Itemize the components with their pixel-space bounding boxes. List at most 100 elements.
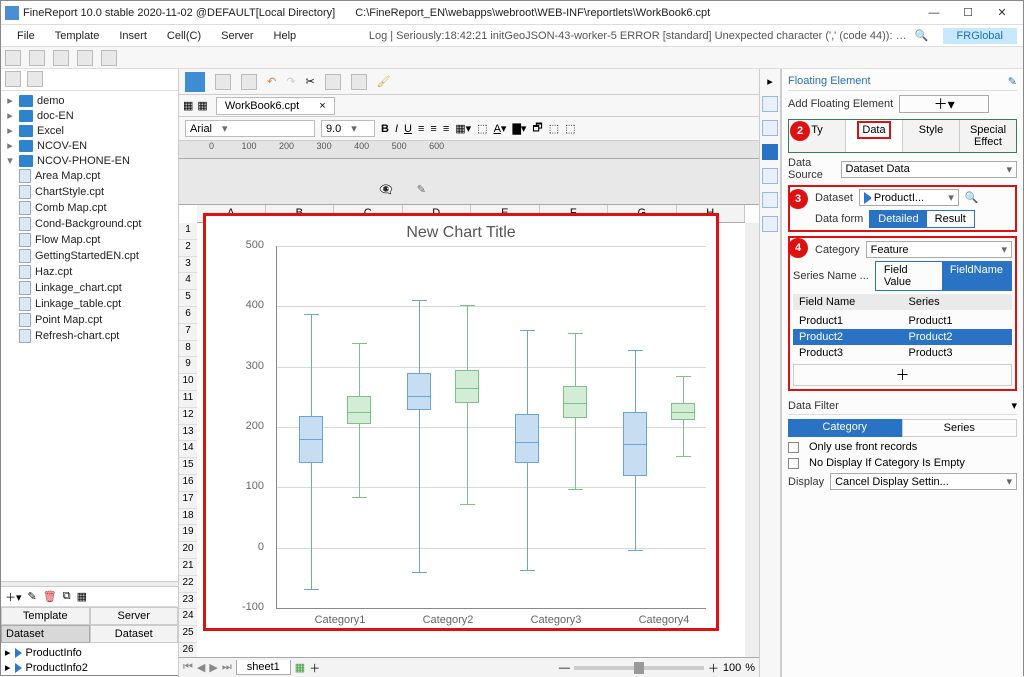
series-row[interactable]: Product3Product3	[793, 345, 1012, 361]
maximize-button[interactable]: ☐	[951, 2, 985, 24]
copy-ds-icon[interactable]: ⧉	[63, 590, 71, 603]
tree-item[interactable]: Point Map.cpt	[1, 312, 178, 328]
tree-item[interactable]: ▸Excel	[1, 123, 178, 138]
tree-item[interactable]: GettingStartedEN.cpt	[1, 248, 178, 264]
tab-close-icon[interactable]: ×	[319, 100, 325, 112]
sheet-tab[interactable]: sheet1	[236, 660, 291, 675]
align-left-icon[interactable]: ≡	[418, 123, 424, 135]
close-button[interactable]: ✕	[985, 2, 1019, 24]
tree-item[interactable]: Haz.cpt	[1, 264, 178, 280]
tab-effect[interactable]: Special Effect	[960, 120, 1016, 152]
tab-icon-1[interactable]: ▦	[183, 99, 193, 112]
undo-icon[interactable]: ↶	[267, 75, 276, 88]
rail-collapse-icon[interactable]: ▸	[767, 75, 773, 88]
sheet-nav-prev[interactable]: ◀	[197, 661, 205, 674]
copy-icon[interactable]	[77, 50, 93, 66]
menu-insert[interactable]: Insert	[109, 28, 157, 44]
sheet-view-icon[interactable]: ▦	[295, 661, 305, 674]
zoom-slider[interactable]	[574, 666, 704, 670]
saveas-icon[interactable]	[241, 74, 257, 90]
sheet-add-icon[interactable]: ＋	[309, 660, 320, 676]
chip-detailed[interactable]: Detailed	[870, 211, 926, 227]
frglobal-button[interactable]: FRGlobal	[943, 28, 1017, 44]
dataset-item[interactable]: ▸ProductInfo2	[1, 660, 178, 675]
redo-icon[interactable]: ↷	[286, 75, 295, 88]
float-icon[interactable]: ⬚	[549, 122, 559, 135]
zoom-out-icon[interactable]: —	[559, 662, 570, 674]
save-icon-2[interactable]	[215, 74, 231, 90]
minimize-button[interactable]: —	[917, 2, 951, 24]
tab-data[interactable]: Data	[846, 120, 903, 152]
rail-cond-icon[interactable]	[762, 192, 778, 208]
tree-item[interactable]: Flow Map.cpt	[1, 232, 178, 248]
cut-icon[interactable]: ✂	[305, 75, 314, 88]
font-color-icon[interactable]: A▾	[494, 122, 507, 135]
tree-item[interactable]: Refresh-chart.cpt	[1, 328, 178, 344]
add-ds-icon[interactable]: ＋▾	[5, 589, 22, 605]
merge-icon[interactable]: ⬚	[477, 122, 487, 135]
add-series-row[interactable]: ＋	[793, 364, 1012, 386]
row-header[interactable]: 1234567891011121314151617181920212223242…	[179, 223, 197, 657]
menu-server[interactable]: Server	[211, 28, 263, 44]
tree-item[interactable]: Cond-Background.cpt	[1, 216, 178, 232]
tree-item[interactable]: ▸NCOV-EN	[1, 138, 178, 153]
series-row[interactable]: Product1Product1	[793, 313, 1012, 329]
datasource-select[interactable]: Dataset Data▾	[841, 161, 1018, 178]
tree-item[interactable]: Linkage_chart.cpt	[1, 280, 178, 296]
chip-fieldvalue[interactable]: Field Value	[876, 262, 942, 290]
nodisplay-checkbox[interactable]	[788, 458, 799, 469]
underline-icon[interactable]: U	[404, 123, 412, 135]
tree-item[interactable]: Area Map.cpt	[1, 168, 178, 184]
filter-tab-series[interactable]: Series	[902, 419, 1018, 437]
bold-icon[interactable]: B	[381, 123, 389, 135]
more-icon[interactable]: ⬚	[565, 122, 575, 135]
collapse-filter-icon[interactable]: ▾	[1011, 399, 1017, 412]
delete-icon[interactable]	[101, 50, 117, 66]
locate-icon[interactable]	[27, 71, 43, 87]
del-ds-icon[interactable]: 🗑	[43, 590, 57, 603]
rail-link-icon[interactable]	[762, 216, 778, 232]
sheet[interactable]: ABCDEFGH 1234567891011121314151617181920…	[179, 205, 759, 657]
sheet-nav-first[interactable]: ⏮	[183, 661, 193, 674]
chart-icon[interactable]: 🗗	[532, 119, 542, 138]
refresh-icon[interactable]	[5, 71, 21, 87]
sheet-nav-next[interactable]: ▶	[209, 661, 217, 674]
rail-float-icon[interactable]	[762, 144, 778, 160]
menu-cell[interactable]: Cell(C)	[157, 28, 211, 44]
filter-tab-category[interactable]: Category	[788, 419, 902, 437]
edit-ds-icon[interactable]: ✎	[28, 590, 37, 603]
display-select[interactable]: Cancel Display Settin...▾	[830, 473, 1017, 490]
fill-color-icon[interactable]: ▇▾	[512, 122, 526, 135]
align-center-icon[interactable]: ≡	[430, 123, 436, 135]
paste-icon[interactable]	[351, 74, 367, 90]
brush-icon[interactable]: 🖌	[377, 75, 391, 88]
chip-fieldname[interactable]: FieldName	[942, 262, 1011, 290]
borders-icon[interactable]: ▦▾	[455, 122, 471, 135]
rail-widget-icon[interactable]	[762, 168, 778, 184]
dataset-select[interactable]: ProductI...▾	[859, 189, 959, 206]
edit-panel-icon[interactable]: ✎	[1008, 75, 1017, 88]
add-float-button[interactable]: ＋▾	[899, 95, 989, 113]
menu-template[interactable]: Template	[45, 28, 110, 44]
preview-ds-icon[interactable]: ▦	[77, 590, 87, 603]
dataform-chips[interactable]: DetailedResult	[869, 210, 975, 228]
align-right-icon[interactable]: ≡	[443, 123, 449, 135]
zoom-in-icon[interactable]: ＋	[708, 660, 719, 676]
italic-icon[interactable]: I	[395, 123, 398, 135]
tab-icon-2[interactable]: ▦	[197, 99, 207, 112]
grid-view-icon[interactable]	[185, 72, 205, 92]
tab-dataset2[interactable]: Dataset	[90, 625, 179, 643]
tab-template[interactable]: Template	[1, 607, 90, 625]
tree-item[interactable]: ▸doc-EN	[1, 108, 178, 123]
chip-result[interactable]: Result	[927, 211, 974, 227]
menu-help[interactable]: Help	[264, 28, 307, 44]
tree-item[interactable]: ▾NCOV-PHONE-EN	[1, 153, 178, 168]
tab-dataset[interactable]: Dataset	[1, 625, 90, 643]
tree-item[interactable]: Linkage_table.cpt	[1, 296, 178, 312]
chart-selection[interactable]: 1 New Chart Title 5004003002001000-100Ca…	[203, 213, 719, 631]
tab-server-ds[interactable]: Server	[90, 607, 179, 625]
rail-cell-icon[interactable]	[762, 96, 778, 112]
fontsize-select[interactable]: 9.0▾	[321, 120, 375, 137]
filter-tabs[interactable]: CategorySeries	[788, 419, 1017, 437]
edit-pencil-icon[interactable]: ✎	[417, 183, 426, 196]
